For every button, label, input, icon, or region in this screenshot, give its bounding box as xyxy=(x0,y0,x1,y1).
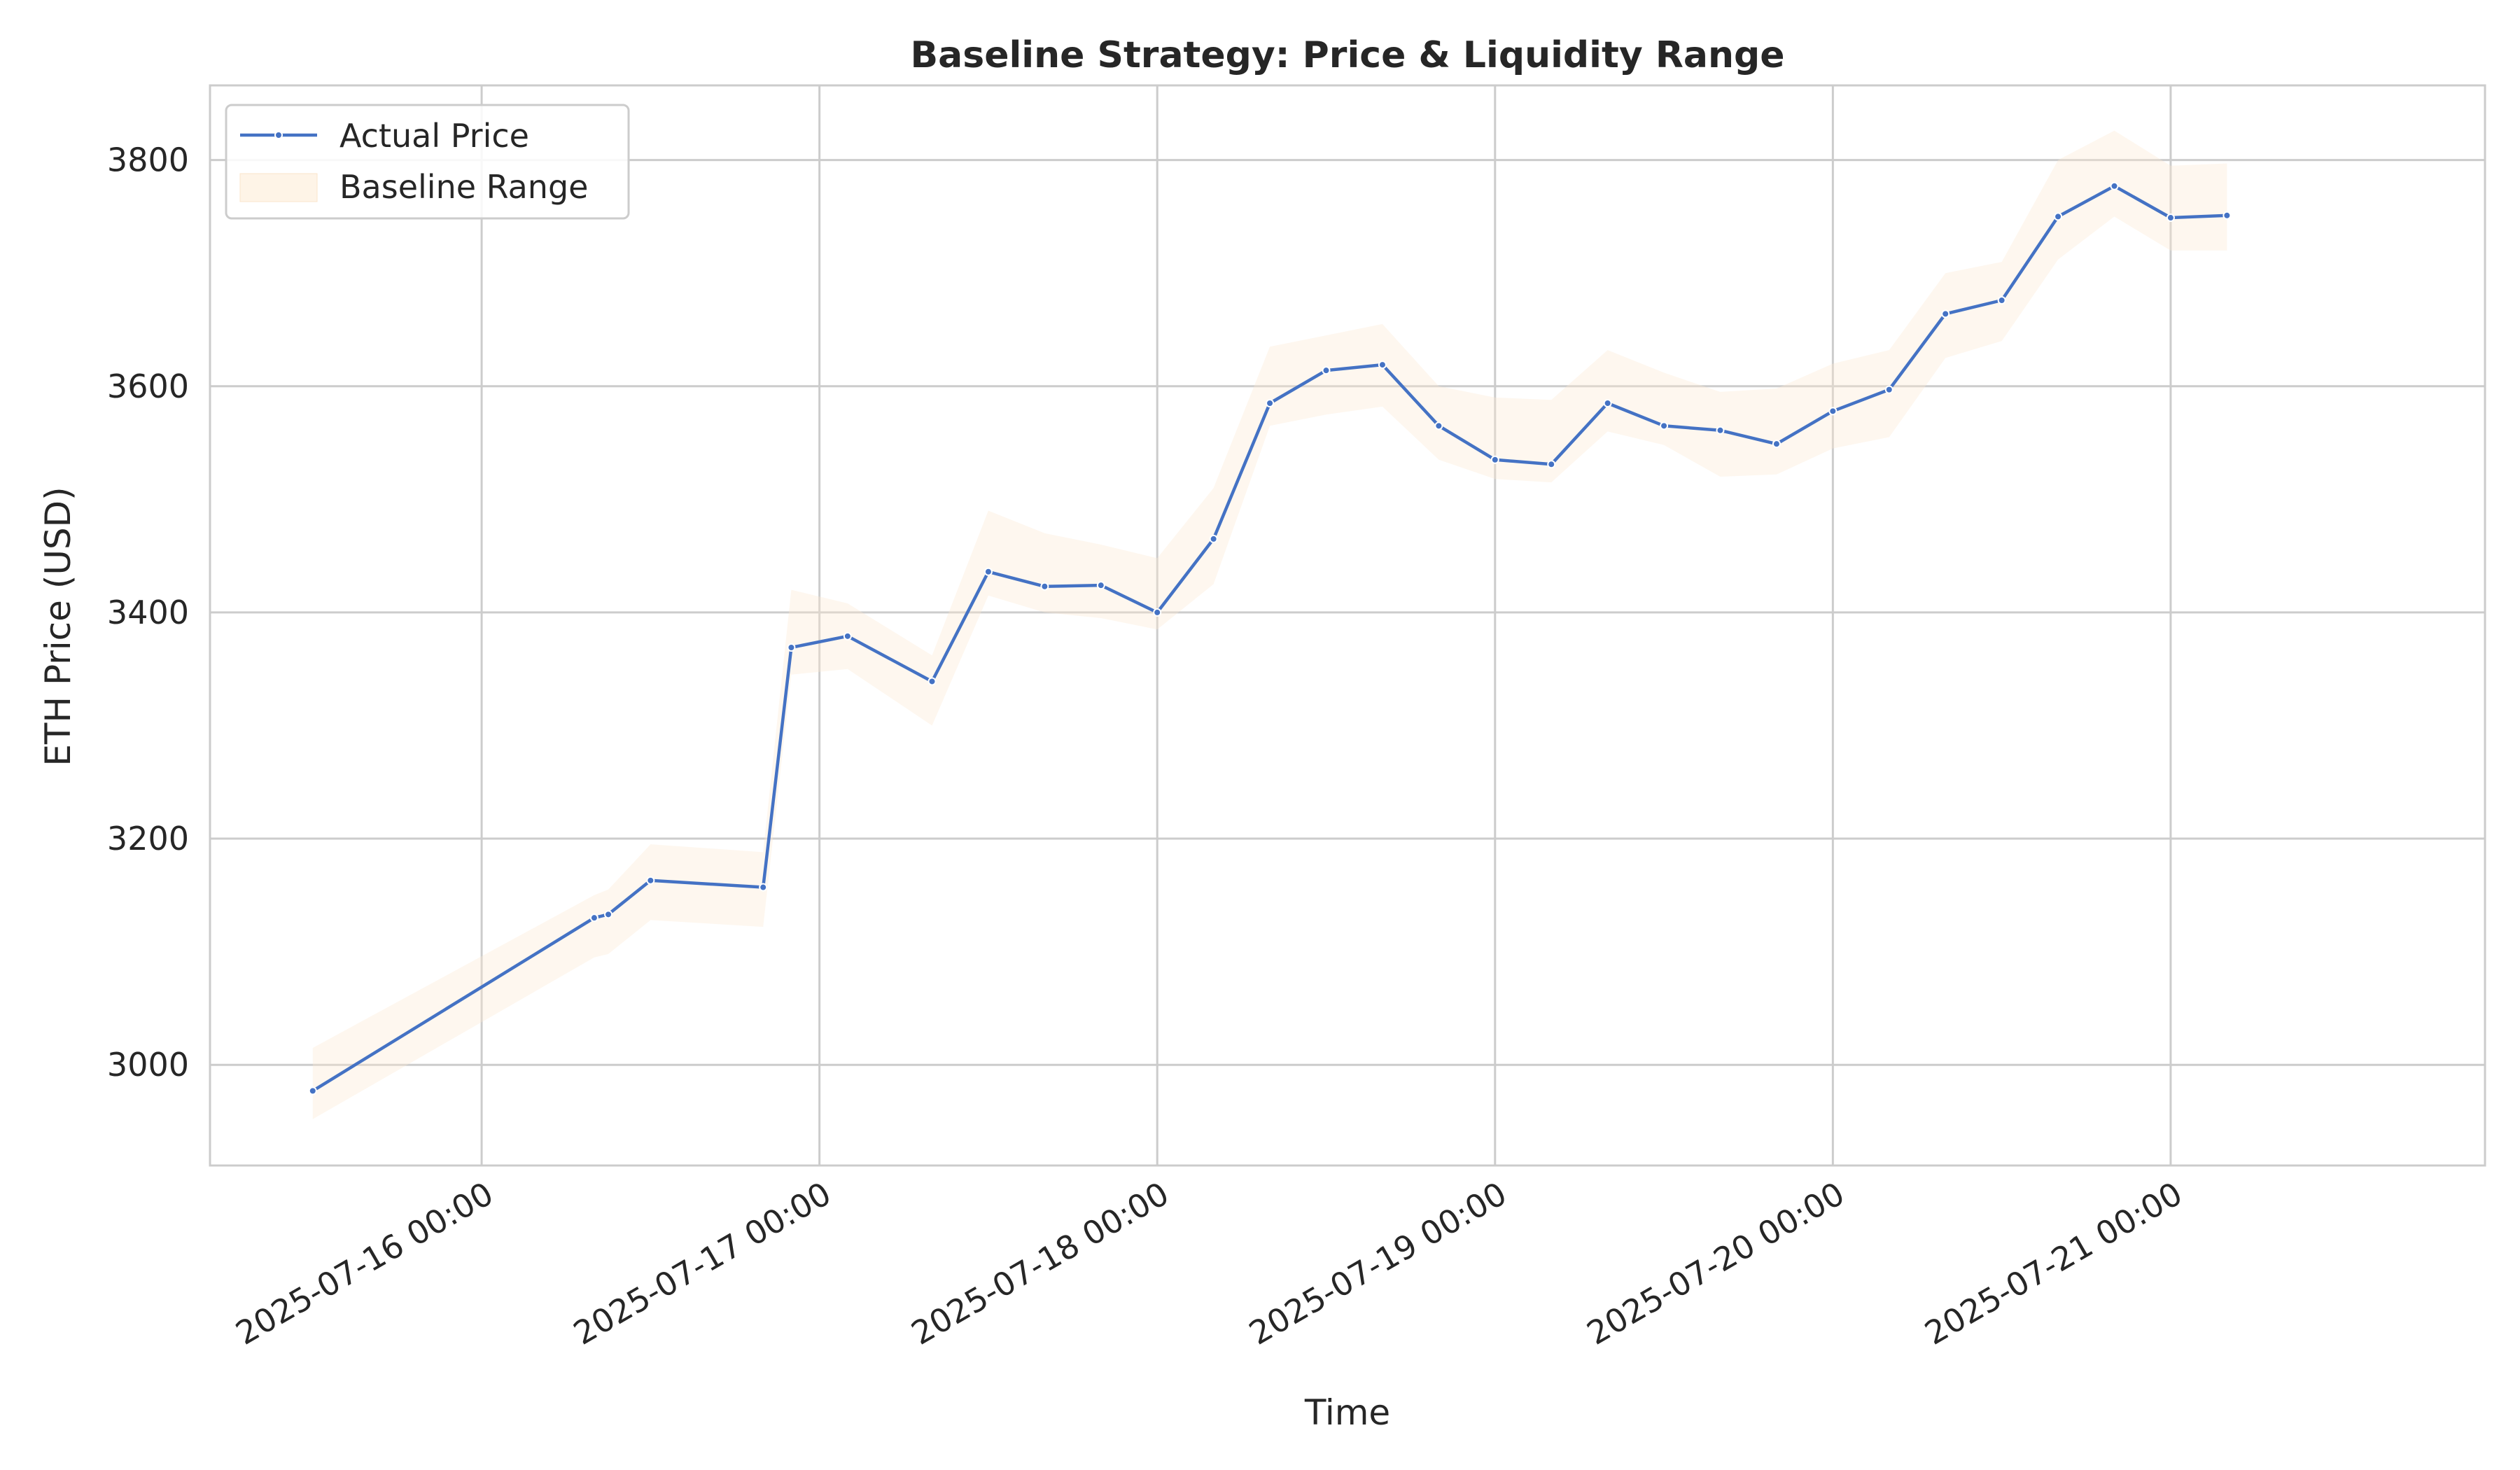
price-point xyxy=(1153,608,1162,617)
y-tick-labels: 3000 3200 3400 3600 3800 xyxy=(107,141,189,1084)
y-tick-label: 3600 xyxy=(107,368,189,405)
price-point xyxy=(1997,295,2006,304)
price-point xyxy=(927,677,937,686)
y-tick-label: 3200 xyxy=(107,820,189,858)
price-point xyxy=(1266,399,1275,408)
price-point xyxy=(1547,460,1556,469)
price-point xyxy=(843,631,852,640)
price-point xyxy=(1716,426,1725,435)
price-point xyxy=(1603,399,1612,408)
price-point xyxy=(1209,534,1218,543)
price-point xyxy=(1434,421,1443,430)
price-point xyxy=(983,567,993,576)
actual-price-markers xyxy=(308,181,2232,1096)
price-point xyxy=(2166,214,2175,223)
legend: Actual Price Baseline Range xyxy=(225,104,630,220)
price-point xyxy=(1322,366,1331,375)
x-axis-label: Time xyxy=(1304,1392,1390,1433)
y-tick-label: 3400 xyxy=(107,594,189,631)
grid-lines xyxy=(210,85,2485,1166)
price-point xyxy=(604,910,613,919)
y-tick-label: 3800 xyxy=(107,141,189,179)
legend-actual-price-marker xyxy=(274,131,283,139)
price-point xyxy=(2222,211,2232,220)
price-point xyxy=(1660,421,1669,430)
y-tick-label: 3000 xyxy=(107,1046,189,1084)
legend-actual-price-label: Actual Price xyxy=(340,117,529,155)
price-point xyxy=(787,643,796,652)
chart-title: Baseline Strategy: Price & Liquidity Ran… xyxy=(911,34,1785,76)
price-point xyxy=(1828,407,1837,416)
price-point xyxy=(1941,309,1950,318)
baseline-range-band xyxy=(312,130,2227,1119)
y-axis-label: ETH Price (USD) xyxy=(38,486,78,766)
price-point xyxy=(759,883,768,892)
price-point xyxy=(589,913,598,923)
price-point xyxy=(1772,440,1781,449)
price-point xyxy=(1490,455,1499,464)
price-point xyxy=(1040,582,1049,591)
legend-baseline-range-label: Baseline Range xyxy=(340,168,588,206)
legend-box xyxy=(225,104,630,220)
legend-baseline-range-swatch xyxy=(239,173,318,202)
plot-frame xyxy=(209,84,2486,1167)
price-point xyxy=(1884,385,1893,394)
price-point xyxy=(2054,212,2063,221)
price-point xyxy=(1378,360,1387,370)
price-point xyxy=(646,876,655,885)
price-point xyxy=(2110,181,2119,190)
price-point xyxy=(1096,581,1105,590)
price-point xyxy=(308,1086,317,1096)
